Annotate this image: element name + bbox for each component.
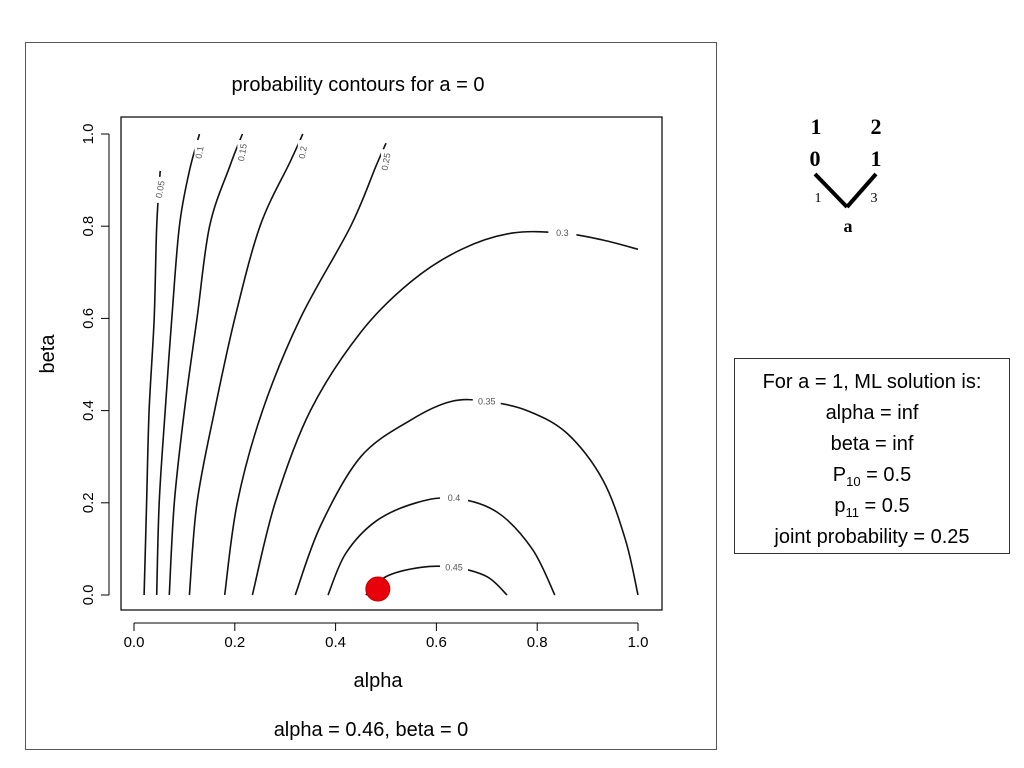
tree-state-label-right: 1 (871, 146, 882, 171)
chart-title: probability contours for a = 0 (232, 74, 485, 96)
tree-right-branch (845, 172, 878, 209)
p10-result: = 0.5 (860, 464, 912, 486)
p10-subscript: 10 (846, 474, 861, 489)
ml-point (365, 576, 391, 602)
tree-node-label: a (844, 216, 853, 236)
y-tick-label: 1.0 (80, 124, 97, 145)
p11-result: = 0.5 (859, 495, 910, 517)
contour-line-0.05 (143, 170, 161, 596)
x-tick-label: 0.6 (426, 634, 447, 651)
ml-alpha-value: alpha = inf (825, 402, 919, 424)
y-tick-label: 0.0 (80, 585, 97, 606)
contour-label-text: 0.2 (297, 145, 309, 159)
contour-line-0.15 (168, 133, 244, 596)
contour-label-0.05: 0.05 (154, 176, 167, 203)
figure-panel: probability contours for a = 0 0.0 0.2 0.4… (25, 42, 717, 750)
y-tick-label: 0.8 (80, 216, 97, 237)
ml-box-heading: For a = 1, ML solution is: (762, 371, 982, 393)
x-tick-label: 0.8 (527, 634, 548, 651)
x-tick-label: 0.0 (124, 634, 145, 651)
contour-label-0.4: 0.4 (440, 492, 469, 505)
plot-area-frame (120, 116, 663, 611)
p10-symbol: P (832, 464, 847, 486)
ml-estimate-marker (365, 576, 391, 602)
ml-p10-value: P10 = 0.5 (735, 460, 1009, 491)
tree-diagram: 1 2 0 1 1 3 a (810, 114, 882, 236)
contour-line-0.25 (223, 142, 387, 596)
contour-line-0.4 (327, 496, 556, 596)
tree-branch-length-left: 1 (815, 191, 822, 206)
y-axis: 0.0 0.2 0.4 0.6 0.8 1.0 (80, 124, 110, 606)
contour-line-0.1 (155, 133, 201, 596)
contour-label-text: 0.35 (478, 396, 496, 406)
contour-label-0.2: 0.2 (297, 140, 309, 166)
ml-solution-box: For a = 1, ML solution is: alpha = inf b… (734, 358, 1010, 554)
p11-subscript: 11 (845, 505, 860, 520)
tree-top-label-right: 2 (871, 114, 882, 139)
x-axis-label: alpha (354, 670, 404, 692)
y-tick-label: 0.6 (80, 308, 97, 329)
x-axis: 0.0 0.2 0.4 0.6 0.8 1.0 (124, 622, 649, 651)
contour-label-text: 0.1 (194, 145, 206, 159)
contour-label-text: 0.45 (445, 562, 463, 572)
contour-label-text: 0.3 (556, 228, 569, 238)
contour-line-0.3 (251, 230, 639, 596)
contour-plot: probability contours for a = 0 0.0 0.2 0.4… (37, 74, 663, 692)
contour-label-0.45: 0.45 (440, 561, 469, 574)
contour-label-text: 0.05 (154, 180, 167, 199)
contour-label-0.35: 0.35 (472, 395, 501, 408)
contour-label-text: 0.4 (448, 493, 461, 503)
contour-label-0.15: 0.15 (236, 140, 249, 166)
y-tick-label: 0.4 (80, 400, 97, 421)
p11-symbol: p (834, 495, 846, 517)
contour-label-0.3: 0.3 (548, 227, 577, 240)
x-tick-label: 0.2 (224, 634, 245, 651)
tree-top-label-left: 1 (811, 114, 822, 139)
ml-beta-value: beta = inf (830, 433, 914, 455)
y-axis-label: beta (37, 334, 59, 374)
y-tick-label: 0.2 (80, 492, 97, 513)
figure-caption: alpha = 0.46, beta = 0 (273, 719, 469, 741)
tree-left-branch (813, 172, 849, 209)
contour-lines: 0.05 0.1 0.15 0.2 0.25 0.3 0.35 0.4 0.45 (143, 133, 639, 596)
ml-p11-value: p11 = 0.5 (735, 491, 1009, 522)
contour-line-0.45 (365, 565, 508, 596)
tree-branch-length-right: 3 (871, 191, 878, 206)
ml-joint-probability: joint probability = 0.25 (774, 526, 970, 548)
contour-label-text: 0.15 (236, 143, 249, 162)
contour-label-0.25: 0.25 (380, 149, 393, 176)
contour-line-0.2 (188, 133, 304, 596)
tree-state-label-left: 0 (810, 146, 821, 171)
x-tick-label: 1.0 (628, 634, 649, 651)
contour-label-text: 0.25 (380, 152, 393, 171)
contour-label-0.1: 0.1 (194, 140, 206, 166)
x-tick-label: 0.4 (325, 634, 346, 651)
